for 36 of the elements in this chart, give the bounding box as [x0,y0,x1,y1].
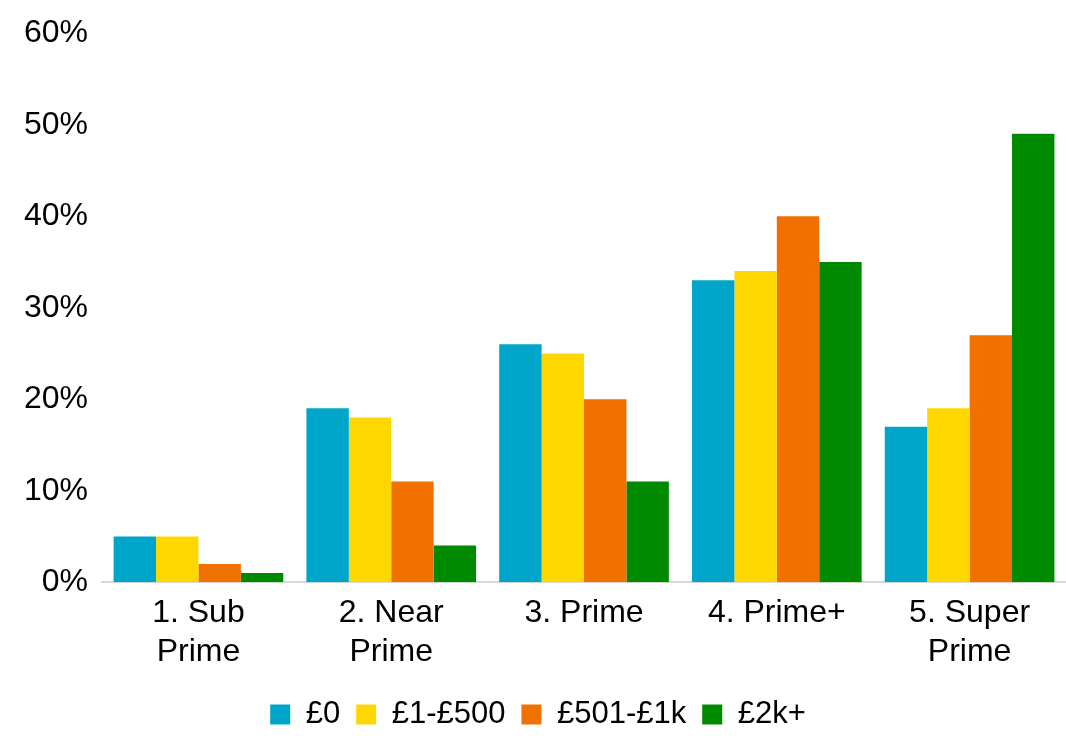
bar [113,536,157,583]
bar [884,426,928,583]
legend-label: £2k+ [737,695,806,731]
bar [1012,133,1055,583]
bar [691,280,735,583]
x-tick-label: 2. Near Prime [338,593,445,668]
bar [240,573,284,583]
x-tick-label: 4. Prime+ [707,593,846,630]
bar [584,399,627,583]
x-tick-label: 1. Sub Prime [152,593,245,668]
bar [776,216,820,583]
y-tick-label: 60% [24,13,89,50]
y-tick-label: 30% [24,287,89,324]
bar [541,353,585,583]
bar [391,481,434,583]
y-tick-label: 50% [24,104,89,141]
y-tick-label: 20% [24,379,89,416]
bar [626,481,669,583]
y-tick-label: 40% [24,196,89,233]
bar [348,417,392,583]
bar [499,344,542,583]
bar [156,536,199,583]
y-tick-label: 0% [41,562,89,599]
legend-label: £1-£500 [391,695,506,731]
bar [734,271,777,583]
x-tick-label: 3. Prime [524,593,644,630]
y-tick-label: 10% [24,470,89,507]
legend-label: £0 [305,695,341,731]
bar [927,408,970,583]
bar [306,408,349,583]
bar [433,545,477,583]
x-tick-label: 5. Super Prime [909,593,1031,668]
bar [198,563,241,583]
legend-label: £501-£1k [556,695,687,731]
bar [969,335,1013,583]
bar [819,261,862,583]
